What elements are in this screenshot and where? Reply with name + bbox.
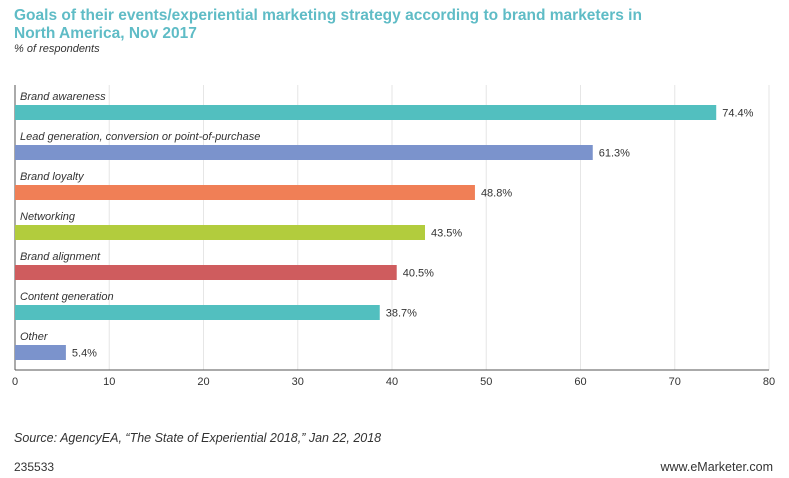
chart-title: Goals of their events/experiential marke… [14, 7, 642, 42]
value-label: 5.4% [72, 348, 97, 360]
category-label: Other [20, 331, 49, 343]
category-label: Content generation [20, 291, 114, 303]
bar [15, 225, 425, 240]
category-label: Networking [20, 211, 76, 223]
x-tick-label: 10 [103, 376, 115, 388]
category-label: Brand alignment [20, 251, 101, 263]
bar [15, 345, 66, 360]
bar [15, 305, 380, 320]
category-label: Lead generation, conversion or point-of-… [20, 131, 260, 143]
category-label: Brand loyalty [20, 171, 85, 183]
x-tick-label: 50 [480, 376, 492, 388]
x-tick-label: 60 [574, 376, 586, 388]
value-label: 61.3% [599, 148, 630, 160]
x-tick-label: 0 [12, 376, 18, 388]
x-tick-label: 70 [669, 376, 681, 388]
bar [15, 265, 397, 280]
value-label: 40.5% [403, 268, 434, 280]
bar [15, 185, 475, 200]
chart-id: 235533 [14, 460, 55, 474]
value-label: 43.5% [431, 228, 462, 240]
x-tick-label: 80 [763, 376, 775, 388]
chart-subtitle: % of respondents [14, 43, 100, 55]
value-label: 38.7% [386, 308, 417, 320]
value-label: 48.8% [481, 188, 512, 200]
bar [15, 145, 593, 160]
bar [15, 105, 717, 120]
source-note: Source: AgencyEA, “The State of Experien… [14, 431, 382, 445]
x-tick-label: 20 [197, 376, 209, 388]
site-url: www.eMarketer.com [660, 460, 773, 474]
bar-chart: 0 10 20 30 40 50 60 70 80 Brand awareness 74.4% Lea… [12, 85, 775, 388]
value-label: 74.4% [722, 108, 753, 120]
x-tick-label: 30 [292, 376, 304, 388]
category-label: Brand awareness [20, 91, 106, 103]
x-tick-label: 40 [386, 376, 398, 388]
